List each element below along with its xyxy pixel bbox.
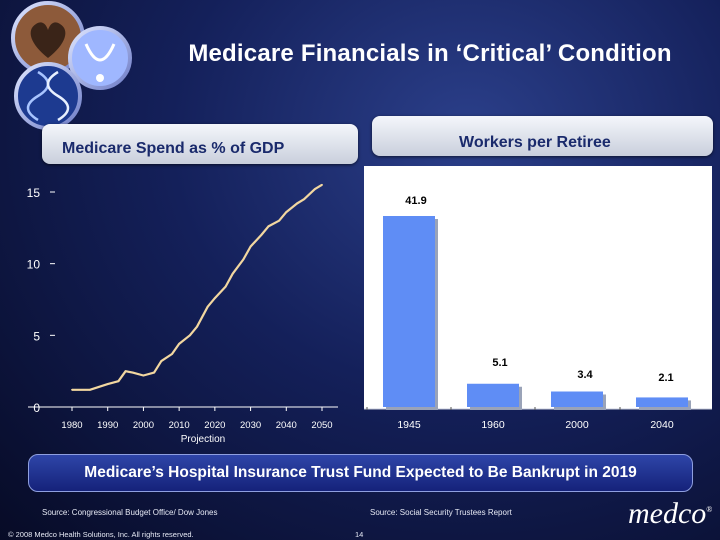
x-category-label: 2040 [650,419,674,431]
data-point [131,371,134,374]
bar [636,397,688,407]
source-left: Source: Congressional Budget Office/ Dow… [42,508,218,517]
data-point [296,202,298,205]
data-point [303,198,306,201]
bar [551,391,603,407]
data-point [313,188,316,191]
x-tick-label: 2010 [169,420,190,431]
page-number: 14 [355,530,364,539]
data-point [178,343,181,345]
x-category-label: 1960 [481,419,505,431]
data-point [188,334,191,337]
data-point [124,370,127,373]
x-tick-label: 2020 [204,420,225,431]
data-point [242,258,245,261]
data-point [285,211,288,213]
left-panel-header: Medicare Spend as % of GDP [42,124,358,164]
workers-per-retiree-bar-chart: 1945 1960 2000 2040 41.9 5.1 3.4 2.1 [364,166,712,431]
x-category-label: 2000 [565,419,589,431]
right-panel-title: Workers per Retiree [459,134,611,151]
data-point [213,297,216,299]
bar-value-label: 2.1 [658,372,673,384]
logo-cluster [11,1,132,130]
bar [383,216,435,407]
stethoscope-icon [68,26,132,90]
data-point [106,383,109,385]
medicare-spend-line-chart: 0 5 10 15 1980 1990 2000 2010 2020 2030 2040 2050 Pr… [27,183,338,445]
dna-helix-icon [14,62,82,130]
medco-logo: medco® [628,497,712,531]
data-point [249,245,252,248]
y-tick-label: 15 [27,186,41,200]
data-point [224,285,227,288]
data-point [260,234,263,236]
bar-value-label: 3.4 [577,369,593,381]
data-point [160,360,163,363]
brand-name: medco [628,497,707,530]
x-category-label: 1945 [397,419,421,431]
bar [467,383,519,407]
x-tick-label: 2050 [311,420,332,431]
bar-value-label: 5.1 [492,357,507,369]
data-point [117,380,120,383]
series-line-medicare-spend [72,183,323,391]
data-point [153,371,156,374]
source-right: Source: Social Security Trustees Report [370,508,512,517]
data-point [267,225,270,228]
x-tick-label: 1990 [97,420,118,431]
data-point [321,183,323,186]
y-tick-label: 10 [27,258,41,272]
right-panel-header: Workers per Retiree [372,116,713,156]
data-point [206,305,209,308]
x-tick-label: 2040 [276,420,297,431]
projection-annotation: Projection [181,434,225,445]
bankruptcy-banner: Medicare’s Hospital Insurance Trust Fund… [28,454,693,492]
data-point [142,374,145,377]
x-tick-label: 2000 [133,420,154,431]
data-point [231,272,234,275]
x-tick-label: 2030 [240,420,261,431]
registered-mark: ® [706,505,713,514]
data-point [71,388,73,391]
left-panel-title: Medicare Spend as % of GDP [62,140,285,157]
copyright: © 2008 Medco Health Solutions, Inc. All … [8,530,194,539]
bar-value-label: 41.9 [405,195,426,207]
y-tick-label: 5 [33,329,40,343]
data-point [88,388,91,391]
data-point [278,219,281,222]
x-tick-label: 1980 [61,420,82,431]
data-point [171,353,173,355]
y-tick-label: 0 [33,401,40,415]
slide-title: Medicare Financials in ‘Critical’ Condit… [188,40,672,67]
data-point [196,325,198,328]
